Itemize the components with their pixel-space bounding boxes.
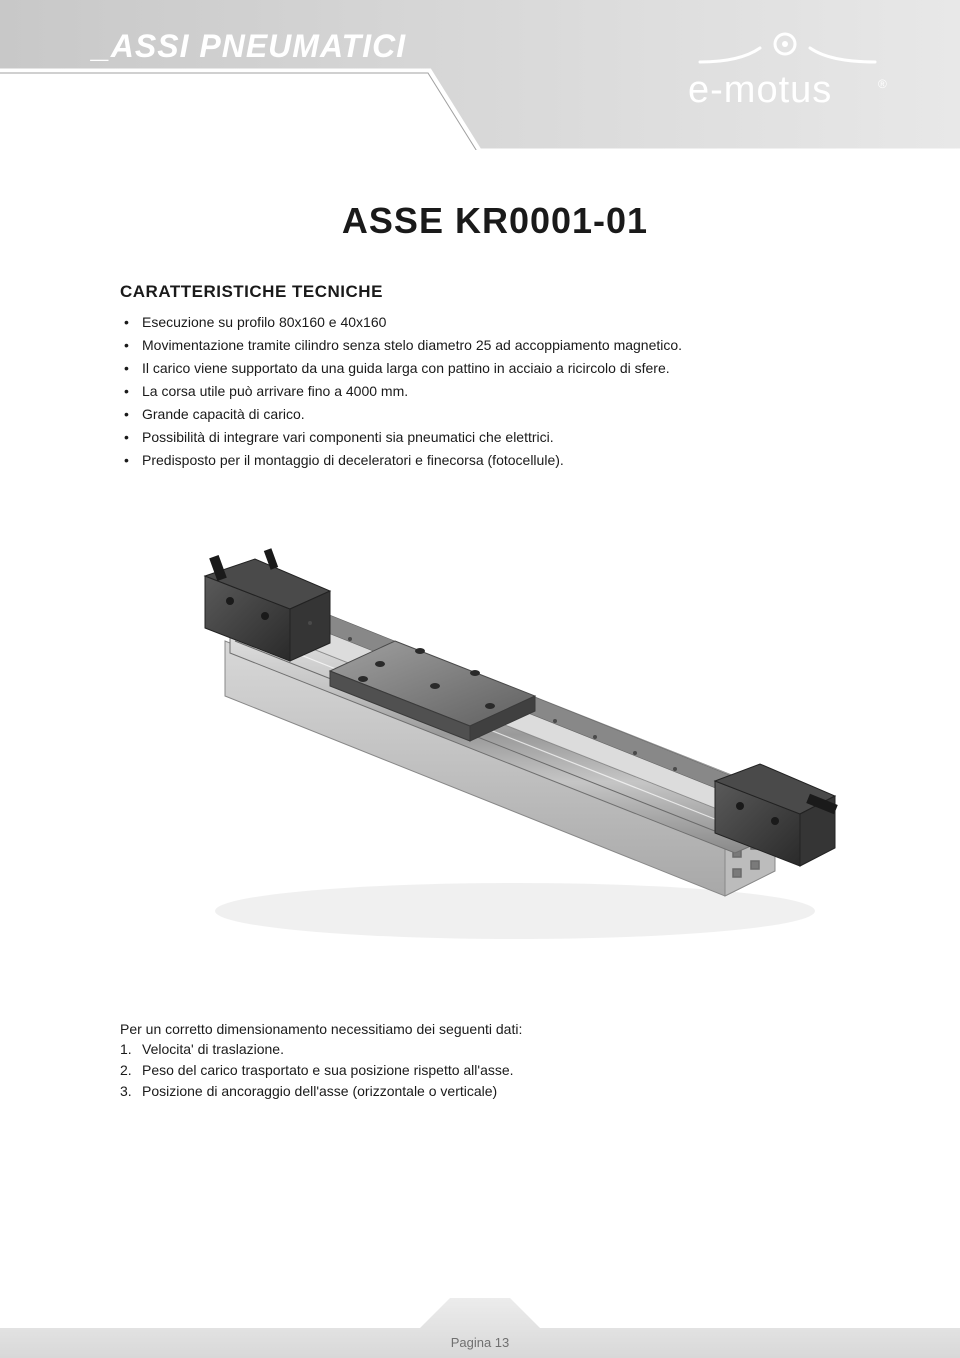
dimensioning-item: Posizione di ancoraggio dell'asse (orizz… xyxy=(142,1081,870,1102)
section-title: _ASSI PNEUMATICI xyxy=(92,28,406,65)
svg-text:®: ® xyxy=(878,77,887,91)
dimensioning-item: Peso del carico trasportato e sua posizi… xyxy=(142,1060,870,1081)
svg-text:e-motus: e-motus xyxy=(688,69,832,111)
tech-specs-heading: CARATTERISTICHE TECNICHE xyxy=(120,282,870,302)
spec-item: La corsa utile può arrivare fino a 4000 … xyxy=(142,381,870,402)
dimensioning-intro: Per un corretto dimensionamento necessit… xyxy=(120,1021,870,1037)
spec-item: Movimentazione tramite cilindro senza st… xyxy=(142,335,870,356)
brand-logo: e-motus ® xyxy=(680,30,900,120)
page-header: _ASSI PNEUMATICI e-motus ® xyxy=(0,0,960,150)
spec-item: Il carico viene supportato da una guida … xyxy=(142,358,870,379)
page-number: Pagina 13 xyxy=(0,1335,960,1350)
dimensioning-list: Velocita' di traslazione. Peso del caric… xyxy=(120,1039,870,1102)
main-content: ASSE KR0001-01 CARATTERISTICHE TECNICHE … xyxy=(0,150,960,1102)
product-render xyxy=(135,501,855,981)
spec-item: Esecuzione su profilo 80x160 e 40x160 xyxy=(142,312,870,333)
tech-specs-list: Esecuzione su profilo 80x160 e 40x160 Mo… xyxy=(120,312,870,471)
spec-item: Predisposto per il montaggio di decelera… xyxy=(142,450,870,471)
page-footer: Pagina 13 xyxy=(0,1298,960,1358)
dimensioning-item: Velocita' di traslazione. xyxy=(142,1039,870,1060)
product-title: ASSE KR0001-01 xyxy=(120,200,870,242)
spec-item: Possibilità di integrare vari componenti… xyxy=(142,427,870,448)
spec-item: Grande capacità di carico. xyxy=(142,404,870,425)
